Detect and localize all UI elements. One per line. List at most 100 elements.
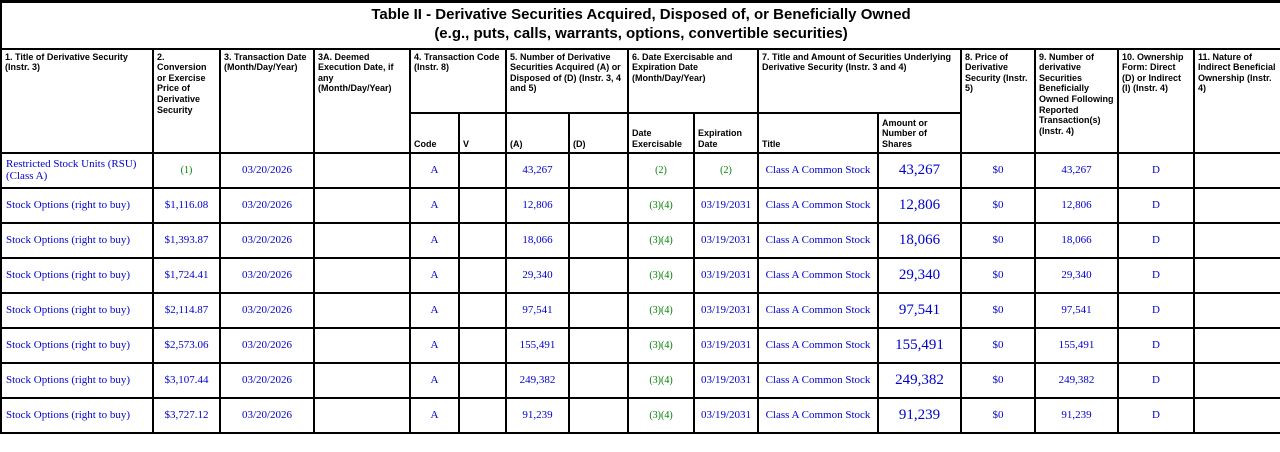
transaction-date-cell[interactable]: 03/20/2026: [219, 256, 315, 294]
underlying-security-title-cell[interactable]: Class A Common Stock: [757, 361, 879, 399]
date-exercisable-cell[interactable]: (3)(4): [627, 186, 695, 224]
securities-acquired-cell[interactable]: 97,541: [505, 291, 570, 329]
transaction-code-cell[interactable]: A: [409, 326, 460, 364]
expiration-date-cell[interactable]: 03/19/2031: [693, 256, 759, 294]
deriv-security-title-cell[interactable]: Restricted Stock Units (RSU) (Class A): [0, 151, 154, 189]
deriv-security-title-cell[interactable]: Stock Options (right to buy): [0, 291, 154, 329]
expiration-date-cell[interactable]: 03/19/2031: [693, 361, 759, 399]
underlying-security-title-cell[interactable]: Class A Common Stock: [757, 186, 879, 224]
securities-acquired-cell[interactable]: 155,491: [505, 326, 570, 364]
derivative-security-price-cell[interactable]: $0: [960, 256, 1036, 294]
owned-following-transaction-cell[interactable]: 97,541: [1034, 291, 1119, 329]
underlying-amount-cell[interactable]: 12,806: [877, 186, 962, 224]
expiration-date-cell[interactable]: 03/19/2031: [693, 291, 759, 329]
deriv-security-title-cell[interactable]: Stock Options (right to buy): [0, 361, 154, 399]
underlying-security-title-cell[interactable]: Class A Common Stock: [757, 396, 879, 434]
expiration-date-cell[interactable]: 03/19/2031: [693, 396, 759, 434]
conversion-or-exercise-price-cell[interactable]: $3,107.44: [152, 361, 221, 399]
ownership-form-cell[interactable]: D: [1117, 186, 1195, 224]
transaction-code-cell[interactable]: A: [409, 151, 460, 189]
deemed-execution-date-cell: [313, 396, 411, 434]
transaction-date-cell[interactable]: 03/20/2026: [219, 221, 315, 259]
ownership-form-cell[interactable]: D: [1117, 361, 1195, 399]
securities-acquired-cell[interactable]: 249,382: [505, 361, 570, 399]
owned-following-transaction-cell[interactable]: 91,239: [1034, 396, 1119, 434]
transaction-code-cell[interactable]: A: [409, 361, 460, 399]
derivative-security-price-cell[interactable]: $0: [960, 326, 1036, 364]
securities-acquired-cell[interactable]: 29,340: [505, 256, 570, 294]
owned-following-transaction-cell[interactable]: 155,491: [1034, 326, 1119, 364]
transaction-date-cell[interactable]: 03/20/2026: [219, 291, 315, 329]
date-exercisable-cell[interactable]: (3)(4): [627, 396, 695, 434]
date-exercisable-cell[interactable]: (2): [627, 151, 695, 189]
deriv-security-title-cell[interactable]: Stock Options (right to buy): [0, 326, 154, 364]
securities-acquired-cell[interactable]: 43,267: [505, 151, 570, 189]
underlying-amount-cell[interactable]: 29,340: [877, 256, 962, 294]
underlying-amount-cell[interactable]: 18,066: [877, 221, 962, 259]
underlying-amount-cell[interactable]: 91,239: [877, 396, 962, 434]
ownership-form-cell[interactable]: D: [1117, 151, 1195, 189]
date-exercisable-cell[interactable]: (3)(4): [627, 221, 695, 259]
transaction-date-cell[interactable]: 03/20/2026: [219, 186, 315, 224]
owned-following-transaction-cell[interactable]: 43,267: [1034, 151, 1119, 189]
owned-following-transaction-cell[interactable]: 18,066: [1034, 221, 1119, 259]
underlying-amount-cell[interactable]: 249,382: [877, 361, 962, 399]
derivative-security-price-cell[interactable]: $0: [960, 361, 1036, 399]
conversion-or-exercise-price-cell[interactable]: (1): [152, 151, 221, 189]
underlying-security-title-cell[interactable]: Class A Common Stock: [757, 256, 879, 294]
conversion-or-exercise-price-cell[interactable]: $1,724.41: [152, 256, 221, 294]
expiration-date-cell[interactable]: 03/19/2031: [693, 186, 759, 224]
ownership-form-cell[interactable]: D: [1117, 326, 1195, 364]
deriv-security-title-cell[interactable]: Stock Options (right to buy): [0, 396, 154, 434]
underlying-security-title-cell[interactable]: Class A Common Stock: [757, 326, 879, 364]
ownership-form-cell[interactable]: D: [1117, 256, 1195, 294]
conversion-or-exercise-price-cell[interactable]: $1,393.87: [152, 221, 221, 259]
ownership-form-cell[interactable]: D: [1117, 396, 1195, 434]
owned-following-transaction-cell[interactable]: 29,340: [1034, 256, 1119, 294]
expiration-date-cell[interactable]: 03/19/2031: [693, 221, 759, 259]
deriv-security-title-cell[interactable]: Stock Options (right to buy): [0, 221, 154, 259]
derivative-security-price-cell[interactable]: $0: [960, 186, 1036, 224]
underlying-amount-cell[interactable]: 97,541: [877, 291, 962, 329]
underlying-security-title-cell[interactable]: Class A Common Stock: [757, 151, 879, 189]
conversion-or-exercise-price-cell[interactable]: $2,573.06: [152, 326, 221, 364]
conversion-or-exercise-price-cell[interactable]: $1,116.08: [152, 186, 221, 224]
ownership-form-cell[interactable]: D: [1117, 221, 1195, 259]
date-exercisable-cell[interactable]: (3)(4): [627, 256, 695, 294]
date-exercisable-cell[interactable]: (3)(4): [627, 291, 695, 329]
securities-acquired-cell[interactable]: 18,066: [505, 221, 570, 259]
underlying-amount-cell[interactable]: 155,491: [877, 326, 962, 364]
header-row-sub: Code V (A) (D) Date Exercisable Expirati…: [1, 111, 1280, 154]
transaction-code-cell[interactable]: A: [409, 396, 460, 434]
expiration-date-cell[interactable]: 03/19/2031: [693, 326, 759, 364]
subcol-header-date-exercisable: Date Exercisable: [627, 111, 695, 154]
deriv-security-title-cell[interactable]: Stock Options (right to buy): [0, 186, 154, 224]
underlying-amount-cell[interactable]: 43,267: [877, 151, 962, 189]
derivative-security-price-cell[interactable]: $0: [960, 221, 1036, 259]
transaction-date-cell[interactable]: 03/20/2026: [219, 326, 315, 364]
deriv-security-title-cell[interactable]: Stock Options (right to buy): [0, 256, 154, 294]
derivative-security-price-cell[interactable]: $0: [960, 291, 1036, 329]
derivative-security-price-cell[interactable]: $0: [960, 151, 1036, 189]
ownership-form-cell[interactable]: D: [1117, 291, 1195, 329]
transaction-date-cell[interactable]: 03/20/2026: [219, 396, 315, 434]
conversion-or-exercise-price-cell[interactable]: $3,727.12: [152, 396, 221, 434]
transaction-date-cell[interactable]: 03/20/2026: [219, 151, 315, 189]
transaction-code-v-cell: [458, 291, 507, 329]
date-exercisable-cell[interactable]: (3)(4): [627, 361, 695, 399]
transaction-code-cell[interactable]: A: [409, 291, 460, 329]
derivative-security-price-cell[interactable]: $0: [960, 396, 1036, 434]
transaction-date-cell[interactable]: 03/20/2026: [219, 361, 315, 399]
expiration-date-cell[interactable]: (2): [693, 151, 759, 189]
owned-following-transaction-cell[interactable]: 12,806: [1034, 186, 1119, 224]
securities-acquired-cell[interactable]: 91,239: [505, 396, 570, 434]
underlying-security-title-cell[interactable]: Class A Common Stock: [757, 291, 879, 329]
date-exercisable-cell[interactable]: (3)(4): [627, 326, 695, 364]
conversion-or-exercise-price-cell[interactable]: $2,114.87: [152, 291, 221, 329]
securities-acquired-cell[interactable]: 12,806: [505, 186, 570, 224]
transaction-code-cell[interactable]: A: [409, 186, 460, 224]
underlying-security-title-cell[interactable]: Class A Common Stock: [757, 221, 879, 259]
owned-following-transaction-cell[interactable]: 249,382: [1034, 361, 1119, 399]
transaction-code-cell[interactable]: A: [409, 256, 460, 294]
transaction-code-cell[interactable]: A: [409, 221, 460, 259]
